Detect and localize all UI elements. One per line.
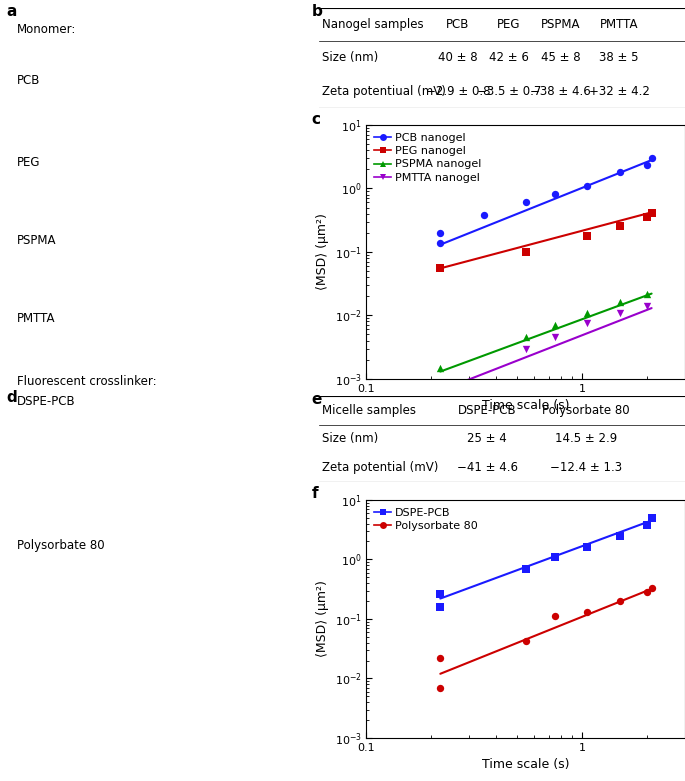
Point bbox=[614, 219, 625, 232]
Point bbox=[435, 237, 446, 249]
Point bbox=[646, 582, 657, 594]
Point bbox=[549, 610, 560, 622]
Point bbox=[435, 380, 446, 393]
Text: 45 ± 8: 45 ± 8 bbox=[540, 52, 580, 64]
Text: PSPMA: PSPMA bbox=[540, 18, 580, 31]
Text: 25 ± 4: 25 ± 4 bbox=[467, 433, 507, 445]
Point bbox=[478, 209, 489, 221]
Point bbox=[521, 562, 532, 575]
Text: −3.5 ± 0.7: −3.5 ± 0.7 bbox=[477, 84, 541, 98]
Text: PEG: PEG bbox=[17, 156, 40, 169]
Point bbox=[435, 652, 446, 665]
Point bbox=[642, 287, 653, 300]
Point bbox=[581, 306, 592, 319]
Point bbox=[549, 187, 560, 200]
Text: 38 ± 5: 38 ± 5 bbox=[599, 52, 639, 64]
Text: 42 ± 6: 42 ± 6 bbox=[489, 52, 529, 64]
Point bbox=[581, 606, 592, 619]
Point bbox=[642, 159, 653, 172]
Legend: DSPE-PCB, Polysorbate 80: DSPE-PCB, Polysorbate 80 bbox=[372, 505, 480, 533]
Point bbox=[646, 152, 657, 164]
Point bbox=[549, 331, 560, 344]
Text: Zeta potential (mV): Zeta potential (mV) bbox=[322, 461, 438, 474]
Text: −2.9 ± 0.8: −2.9 ± 0.8 bbox=[425, 84, 490, 98]
Point bbox=[581, 541, 592, 554]
Y-axis label: ⟨MSD⟩ (µm²): ⟨MSD⟩ (µm²) bbox=[316, 580, 329, 658]
Point bbox=[646, 512, 657, 524]
Point bbox=[549, 319, 560, 331]
Point bbox=[521, 245, 532, 258]
Point bbox=[435, 588, 446, 601]
Point bbox=[435, 682, 446, 694]
Text: e: e bbox=[312, 392, 322, 407]
Text: +32 ± 4.2: +32 ± 4.2 bbox=[588, 84, 649, 98]
Text: Fluorescent crosslinker:: Fluorescent crosslinker: bbox=[17, 375, 157, 388]
Text: Size (nm): Size (nm) bbox=[322, 52, 378, 64]
Text: 14.5 ± 2.9: 14.5 ± 2.9 bbox=[555, 433, 617, 445]
Text: −41 ± 4.6: −41 ± 4.6 bbox=[457, 461, 518, 474]
Point bbox=[614, 530, 625, 542]
Point bbox=[521, 196, 532, 209]
Text: DSPE-PCB: DSPE-PCB bbox=[17, 395, 76, 408]
Text: PCB: PCB bbox=[17, 74, 40, 87]
Point bbox=[581, 180, 592, 192]
Y-axis label: ⟨MSD⟩ (µm²): ⟨MSD⟩ (µm²) bbox=[316, 213, 329, 291]
Point bbox=[614, 595, 625, 608]
Point bbox=[642, 519, 653, 531]
Point bbox=[549, 551, 560, 563]
Text: Micelle samples: Micelle samples bbox=[322, 404, 416, 417]
Text: Nanogel samples: Nanogel samples bbox=[322, 18, 424, 31]
Point bbox=[435, 601, 446, 613]
X-axis label: Time scale (s): Time scale (s) bbox=[482, 758, 569, 772]
Point bbox=[646, 207, 657, 219]
Text: PMTTA: PMTTA bbox=[17, 312, 55, 326]
Text: b: b bbox=[312, 4, 323, 19]
Point bbox=[614, 166, 625, 179]
Text: Polysorbate 80: Polysorbate 80 bbox=[17, 539, 105, 552]
Point bbox=[614, 296, 625, 308]
Text: −38 ± 4.6: −38 ± 4.6 bbox=[530, 84, 590, 98]
Text: a: a bbox=[7, 4, 17, 19]
Text: DSPE-PCB: DSPE-PCB bbox=[458, 404, 516, 417]
Text: PMTTA: PMTTA bbox=[600, 18, 638, 31]
Point bbox=[581, 230, 592, 243]
Point bbox=[614, 306, 625, 319]
Point bbox=[521, 635, 532, 647]
Point bbox=[642, 211, 653, 223]
Text: f: f bbox=[312, 486, 319, 501]
Point bbox=[642, 300, 653, 312]
Text: 40 ± 8: 40 ± 8 bbox=[438, 52, 477, 64]
Legend: PCB nanogel, PEG nanogel, PSPMA nanogel, PMTTA nanogel: PCB nanogel, PEG nanogel, PSPMA nanogel,… bbox=[372, 130, 484, 185]
Text: c: c bbox=[312, 112, 321, 127]
Point bbox=[435, 262, 446, 275]
Point bbox=[581, 317, 592, 330]
Text: d: d bbox=[7, 390, 18, 405]
Point bbox=[521, 331, 532, 344]
Text: Monomer:: Monomer: bbox=[17, 23, 77, 37]
Point bbox=[435, 226, 446, 239]
Text: PCB: PCB bbox=[446, 18, 469, 31]
Text: Zeta potentiual (mV): Zeta potentiual (mV) bbox=[322, 84, 446, 98]
Point bbox=[435, 362, 446, 374]
X-axis label: Time scale (s): Time scale (s) bbox=[482, 399, 569, 412]
Point bbox=[521, 342, 532, 355]
Text: PSPMA: PSPMA bbox=[17, 234, 57, 248]
Text: −12.4 ± 1.3: −12.4 ± 1.3 bbox=[550, 461, 622, 474]
Text: Size (nm): Size (nm) bbox=[322, 433, 378, 445]
Text: PEG: PEG bbox=[497, 18, 521, 31]
Point bbox=[642, 586, 653, 598]
Text: Polysorbate 80: Polysorbate 80 bbox=[543, 404, 630, 417]
